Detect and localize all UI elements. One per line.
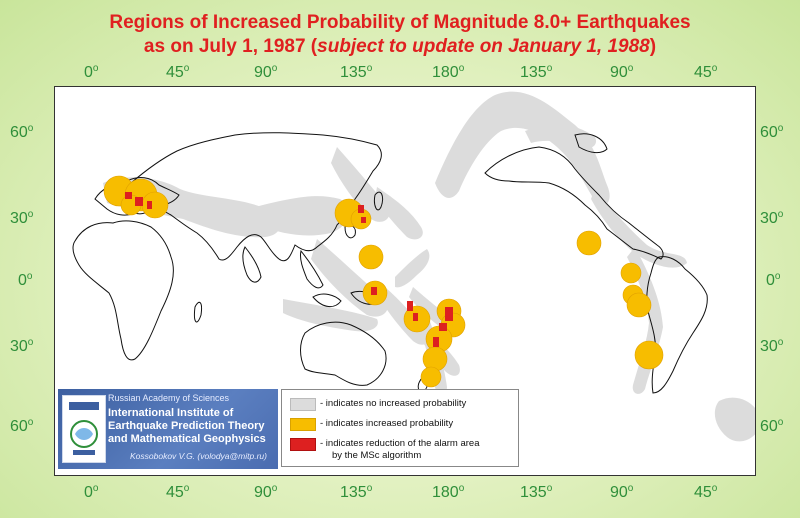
lon-label-top: 45o [166,63,190,81]
lat-label-right: 60o [760,123,784,141]
lon-label-top: 0o [84,63,99,81]
reduced-alarm-marks [125,192,453,347]
lat-label-left: 30o [10,337,34,355]
lon-label-top: 90o [610,63,634,81]
lon-label-bottom: 90o [610,483,634,501]
lon-label-bottom: 180o [432,483,465,501]
lat-label-right: 60o [760,417,784,435]
lon-label-top: 90o [254,63,278,81]
lon-label-top: 135o [520,63,553,81]
institute-name-line2: Earthquake Prediction Theory [108,420,265,432]
institute-name-line3: and Mathematical Geophysics [108,433,266,445]
map-title-line1: Regions of Increased Probability of Magn… [109,12,691,33]
lat-label-right: 0o [766,271,781,289]
lon-label-top: 45o [694,63,718,81]
lon-label-top: 180o [432,63,465,81]
world-map-svg [72,91,755,442]
legend-label-increased: - indicates increased probability [320,418,454,429]
lat-label-left: 60o [10,417,34,435]
lon-label-bottom: 45o [166,483,190,501]
academy-name: Russian Academy of Sciences [108,393,230,403]
map-legend: - indicates no increased probability - i… [281,389,519,467]
legend-swatch-reduced [290,438,316,451]
institute-name-line1: International Institute of [108,407,234,419]
legend-swatch-increased [290,418,316,431]
lat-label-left: 30o [10,209,34,227]
lat-label-left: 60o [10,123,34,141]
institute-logo-icon [62,395,106,463]
lat-label-right: 30o [760,209,784,227]
lon-label-bottom: 0o [84,483,99,501]
coastlines [72,132,708,394]
lon-label-bottom: 90o [254,483,278,501]
author-credit: Kossobokov V.G. (volodya@mitp.ru) [130,451,267,461]
lon-label-bottom: 45o [694,483,718,501]
lon-label-top: 135o [340,63,373,81]
legend-swatch-no-increase [290,398,316,411]
lon-label-bottom: 135o [520,483,553,501]
update-note: subject to update on January 1, 1988 [317,36,650,57]
lat-label-right: 30o [760,337,784,355]
legend-label-no-increase: - indicates no increased probability [320,398,467,409]
legend-label-reduced: - indicates reduction of the alarm area [320,438,480,449]
map-title-line2: as on July 1, 1987 (subject to update on… [143,36,657,57]
institution-panel: Russian Academy of Sciences Internationa… [58,389,278,469]
lon-label-bottom: 135o [340,483,373,501]
legend-label-reduced-cont: by the MSc algorithm [332,450,422,461]
lat-label-left: 0o [18,271,33,289]
